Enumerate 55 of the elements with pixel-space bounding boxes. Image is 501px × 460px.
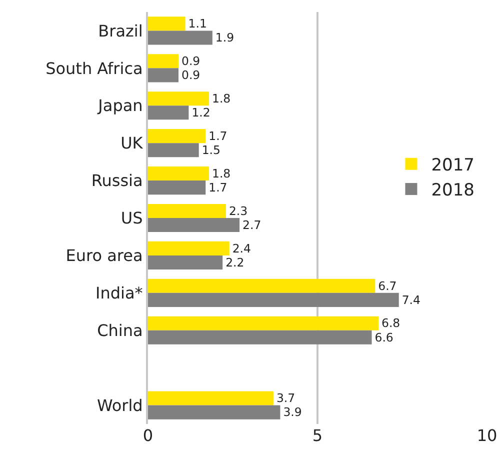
bar [148,30,212,45]
data-label: 2.2 [226,255,244,270]
data-label: 1.8 [212,166,231,180]
data-label: 7.4 [402,292,420,307]
data-label: 1.9 [215,30,234,45]
y-tick-label: US [120,208,143,228]
data-label: 3.9 [283,405,302,420]
bar [148,255,223,270]
data-label: 1.7 [208,180,228,194]
data-label: 0.9 [182,68,200,82]
data-label: 6.7 [378,278,397,293]
bar [148,106,189,120]
bar [148,391,274,406]
data-label: 1.1 [188,16,207,31]
y-tick-label: UK [120,134,144,153]
data-label: 2.7 [242,218,262,232]
data-label: 2.4 [232,241,251,256]
bar [148,316,379,330]
legend-label: 2018 [431,180,474,201]
y-tick-label: Brazil [98,21,143,40]
data-label: 3.7 [276,391,296,406]
y-tick-label: South Africa [46,58,143,78]
bar [148,405,280,420]
legend-label: 2017 [431,155,474,176]
bar [148,180,206,195]
y-tick-label: World [96,396,143,415]
y-tick-label: India* [96,284,143,303]
bar [148,54,179,68]
data-label: 1.8 [212,92,231,106]
bar [148,278,376,293]
bar [148,292,399,307]
data-label: 1.7 [208,128,228,143]
bar [148,129,206,144]
bar [148,68,179,82]
y-tick-label: Japan [97,96,143,116]
bar [148,241,230,256]
data-label: 1.2 [192,106,210,120]
bar [148,143,199,158]
y-tick-label: Russia [91,171,143,190]
x-tick-label: 5 [312,426,323,445]
bar [148,330,372,344]
bar [148,92,210,106]
data-label: 6.6 [374,330,394,344]
x-tick-label: 10 [476,426,498,445]
bar [148,166,210,181]
bar [148,204,226,218]
data-label: 1.5 [202,143,220,158]
data-label: 2.3 [228,204,248,218]
y-tick-label: China [97,320,143,340]
bar [148,218,240,232]
y-tick-label: Euro area [66,246,143,266]
data-label: 6.8 [382,316,400,330]
bar [148,16,186,31]
data-label: 0.9 [182,54,200,68]
x-tick-label: 0 [142,426,154,445]
